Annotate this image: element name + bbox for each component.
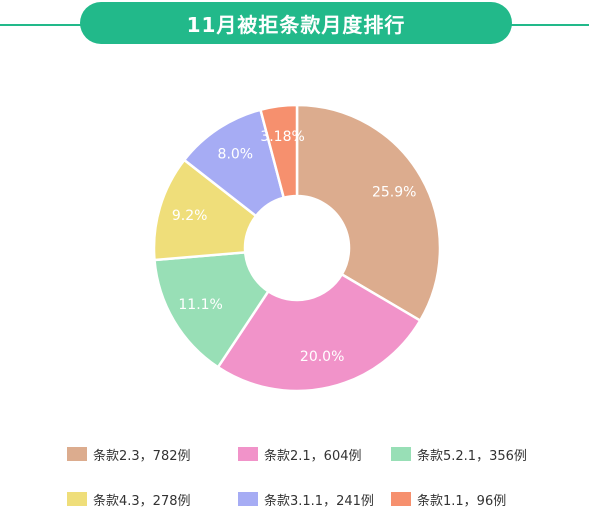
slice-label: 8.0%: [218, 147, 254, 163]
slice-label: 20.0%: [300, 349, 344, 365]
pie-slice: [295, 103, 442, 323]
slice-label: 25.9%: [372, 184, 416, 200]
slice-label: 3.18%: [260, 129, 304, 145]
slice-label: 9.2%: [172, 208, 208, 224]
header-line-right: [500, 24, 589, 26]
pie-slice: [153, 251, 270, 369]
header: 11月被拒条款月度排行: [0, 0, 589, 50]
header-line-left: [0, 24, 92, 26]
slice-label: 11.1%: [178, 297, 222, 313]
chart-title: 11月被拒条款月度排行: [80, 2, 512, 44]
pie-slice: [216, 272, 422, 393]
pie-slice: [258, 103, 299, 200]
